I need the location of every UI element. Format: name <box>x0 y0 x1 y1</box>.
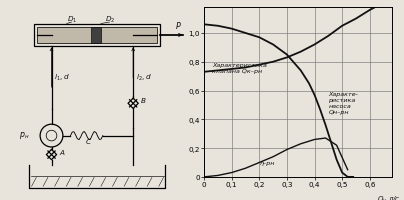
Text: $Q_н$,л/с: $Q_н$,л/с <box>377 193 400 200</box>
Text: P: P <box>176 22 181 31</box>
Text: $l_2, d$: $l_2, d$ <box>136 72 152 82</box>
Text: $p_н$: $p_н$ <box>19 129 29 140</box>
Text: B: B <box>141 98 146 104</box>
Text: $p_н$, МПа: $p_н$, МПа <box>165 0 196 2</box>
Text: A: A <box>59 149 64 155</box>
Bar <box>91 28 101 44</box>
Text: Характеристика
клапана Qк–pн: Характеристика клапана Qк–pн <box>213 62 267 74</box>
Text: C: C <box>86 138 91 144</box>
Bar <box>37 28 158 44</box>
Text: $l_1, d$: $l_1, d$ <box>55 72 70 82</box>
Text: $D_2$: $D_2$ <box>105 15 116 25</box>
Text: $D_1$: $D_1$ <box>67 15 78 25</box>
Bar <box>34 24 160 47</box>
Text: Характе-
ристика
насоса
Qн–pн: Характе- ристика насоса Qн–pн <box>328 91 358 115</box>
Text: η–pн: η–pн <box>259 160 275 165</box>
